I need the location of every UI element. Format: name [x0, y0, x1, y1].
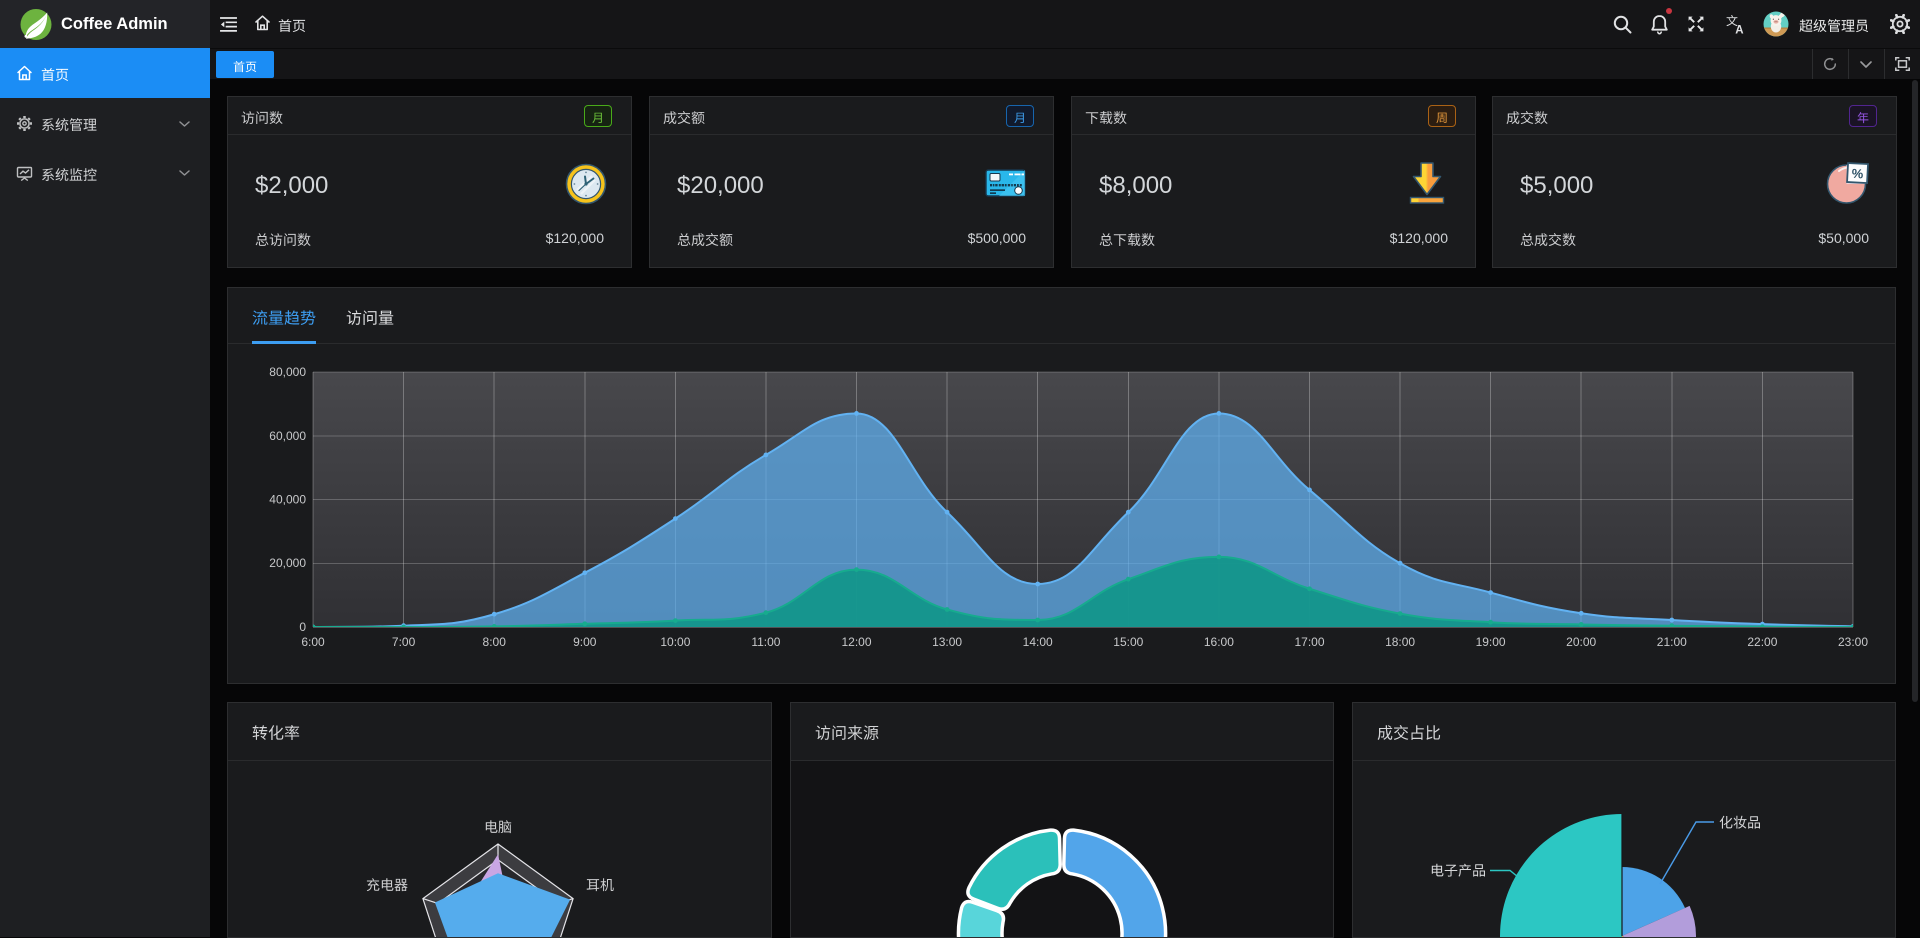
svg-text:80,000: 80,000: [269, 365, 306, 379]
svg-text:14:00: 14:00: [1023, 635, 1053, 649]
svg-text:13:00: 13:00: [932, 635, 962, 649]
svg-text:8:00: 8:00: [483, 635, 507, 649]
svg-text:10:00: 10:00: [660, 635, 690, 649]
svg-text:A: A: [1735, 25, 1743, 36]
svg-text:60,000: 60,000: [269, 429, 306, 443]
svg-text:19:00: 19:00: [1476, 635, 1506, 649]
svg-text:%: %: [1851, 166, 1864, 182]
svg-text:16:00: 16:00: [1204, 635, 1234, 649]
svg-text:6:00: 6:00: [301, 635, 325, 649]
svg-text:15:00: 15:00: [1113, 635, 1143, 649]
svg-text:17:00: 17:00: [1294, 635, 1324, 649]
svg-text:12:00: 12:00: [841, 635, 871, 649]
svg-text:0: 0: [299, 620, 306, 634]
svg-text:9:00: 9:00: [573, 635, 597, 649]
svg-text:20,000: 20,000: [269, 556, 306, 570]
svg-text:22:00: 22:00: [1747, 635, 1777, 649]
svg-text:18:00: 18:00: [1385, 635, 1415, 649]
svg-text:7:00: 7:00: [392, 635, 416, 649]
svg-text:11:00: 11:00: [751, 635, 780, 649]
svg-text:21:00: 21:00: [1657, 635, 1687, 649]
svg-text:40,000: 40,000: [269, 493, 306, 507]
svg-text:20:00: 20:00: [1566, 635, 1596, 649]
svg-text:23:00: 23:00: [1838, 635, 1868, 649]
